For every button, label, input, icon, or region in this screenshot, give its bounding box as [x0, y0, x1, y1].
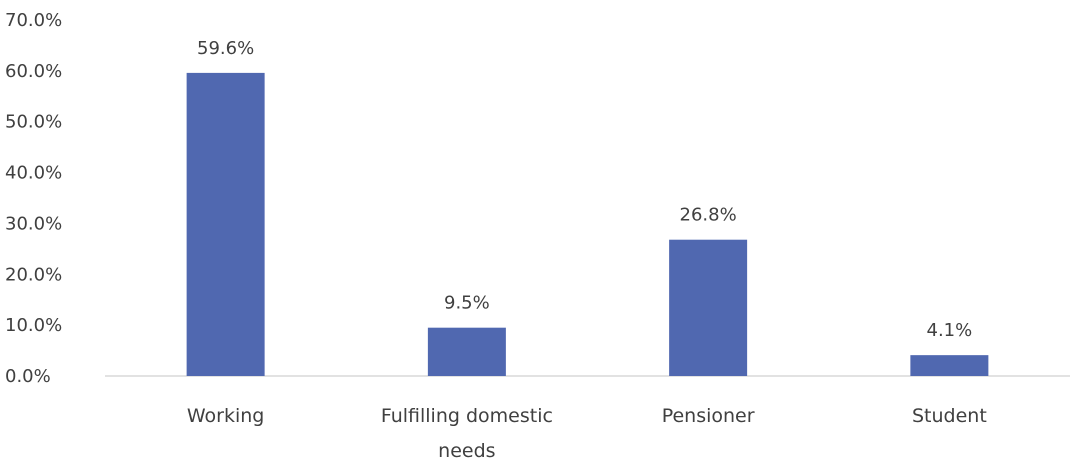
bar [427, 327, 506, 376]
x-tick-label: Working [187, 405, 265, 427]
y-tick-label: 70.0% [5, 10, 62, 31]
y-tick-label: 60.0% [5, 61, 62, 82]
x-tick-label: Fulfilling domestic needs [381, 405, 553, 462]
y-tick-label: 0.0% [5, 366, 51, 387]
y-tick-label: 40.0% [5, 163, 62, 184]
bar [186, 72, 265, 377]
x-tick-label-line: Student [912, 405, 987, 427]
y-tick-label: 50.0% [5, 112, 62, 133]
data-label: 26.8% [680, 205, 737, 226]
data-labels: 59.6% 9.5% 26.8% 4.1% [197, 38, 972, 341]
y-tick-label: 30.0% [5, 213, 62, 234]
x-tick-label-line: needs [438, 440, 495, 462]
x-tick-label: Pensioner [662, 405, 755, 427]
data-label: 9.5% [444, 293, 490, 314]
y-axis-tick-labels: 0.0% 10.0% 20.0% 30.0% 40.0% 50.0% 60.0% 70.0% [5, 10, 62, 387]
x-tick-label-line: Pensioner [662, 405, 755, 427]
bar [669, 239, 748, 376]
x-axis-tick-labels: Working Fulfilling domestic needs Pensioner… [187, 405, 987, 462]
x-tick-label-line: Working [187, 405, 265, 427]
data-label: 4.1% [927, 320, 973, 341]
y-tick-label: 20.0% [5, 264, 62, 285]
data-label: 59.6% [197, 38, 254, 59]
x-tick-label: Student [912, 405, 987, 427]
y-tick-label: 10.0% [5, 315, 62, 336]
bar [910, 355, 989, 376]
x-tick-label-line: Fulfilling domestic [381, 405, 553, 427]
bars [186, 72, 989, 377]
